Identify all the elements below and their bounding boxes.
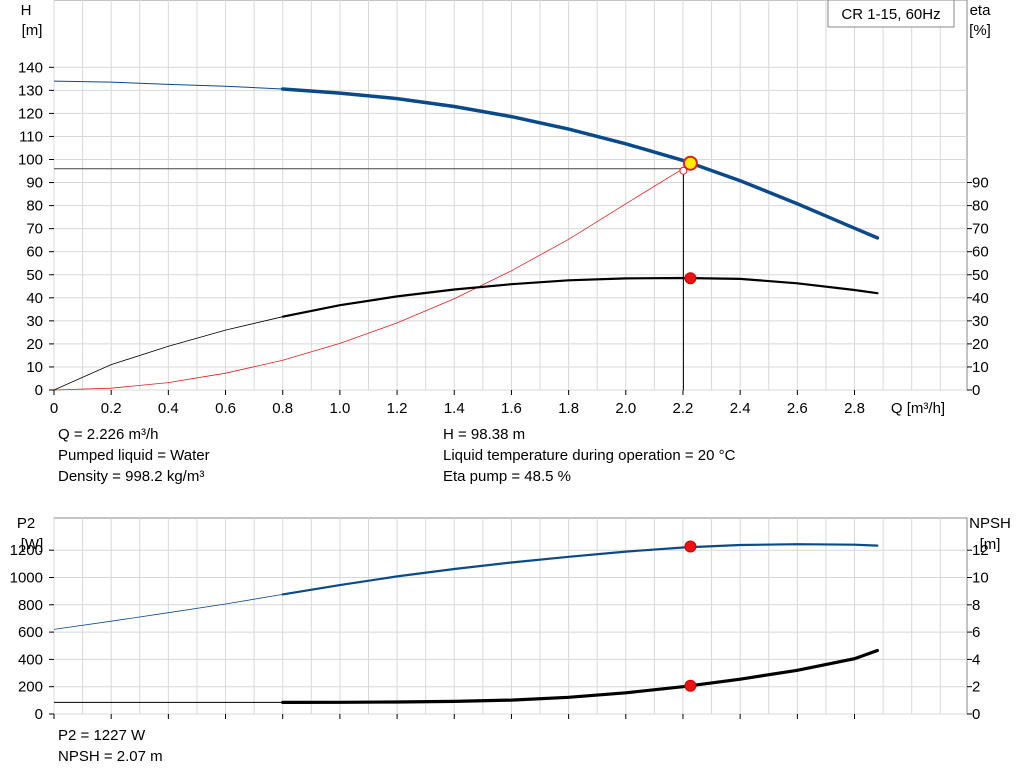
y-right-tick-label: 12 [972,542,989,559]
info-bottom: P2 = 1227 W NPSH = 2.07 m [58,725,163,767]
system-curve-end-marker [679,166,688,175]
y-left-tick-label: 90 [26,175,43,192]
y-left-tick-label: 60 [26,244,43,261]
duty-point-eta-marker [684,272,697,285]
y-right-axis-unit: [%] [969,22,991,39]
x-tick-label: 2.4 [730,400,751,417]
y-left-tick-label: 1200 [10,542,43,559]
y-right-tick-label: 8 [972,597,980,614]
y-left-axis-label: H [21,2,32,19]
y-right-tick-label: 2 [972,679,980,696]
info-top-right: H = 98.38 m Liquid temperature during op… [443,424,735,487]
x-tick-label: 0.2 [101,400,122,417]
duty-point-p2-marker [684,540,697,553]
y-right-axis-label: NPSH [969,515,1011,532]
p2-curve-thin [53,594,283,630]
x-tick-label: 0 [50,400,58,417]
x-tick-label: 0.8 [272,400,293,417]
y-right-axis-label: eta [970,2,992,19]
y-right-tick-label: 80 [972,198,989,215]
duty-point-npsh-marker [684,679,697,692]
info-npsh: NPSH = 2.07 m [58,748,163,765]
x-tick-label: 1.6 [501,400,522,417]
y-right-tick-label: 50 [972,267,989,284]
x-tick-label: 2.2 [673,400,694,417]
info-eta-pump: Eta pump = 48.5 % [443,468,571,485]
y-left-tick-label: 0 [35,382,43,399]
info-density: Density = 998.2 kg/m³ [58,468,205,485]
y-right-tick-label: 90 [972,175,989,192]
y-right-axis-unit: [m] [980,536,1001,553]
x-tick-label: 2.6 [787,400,808,417]
y-left-axis-unit: [W] [21,536,44,553]
x-axis-label: Q [m³/h] [891,400,945,417]
y-right-tick-label: 0 [972,382,980,399]
y-left-tick-label: 20 [26,336,43,353]
npsh-curve-thick [281,648,879,704]
y-right-tick-label: 10 [972,359,989,376]
y-left-tick-label: 110 [19,128,43,145]
y-right-tick-label: 60 [972,244,989,261]
y-left-tick-label: 80 [26,198,43,215]
y-right-tick-label: 0 [972,706,980,723]
info-power-p2: P2 = 1227 W [58,727,146,744]
y-right-tick-label: 10 [972,570,989,587]
title-box [827,0,955,28]
panel-pump-curves [49,0,972,395]
title-box-label: CR 1-15, 60Hz [841,6,940,23]
x-tick-label: 1.8 [558,400,579,417]
head-curve-thick [280,87,880,240]
info-pumped-liquid: Pumped liquid = Water [58,447,210,464]
eta-curve-thick [281,276,879,318]
duty-point-head-marker [682,155,698,171]
head-curve-thin [53,80,283,90]
panel-power-npsh [49,517,972,719]
info-head: H = 98.38 m [443,426,526,443]
y-right-tick-label: 40 [972,290,989,307]
y-right-tick-label: 30 [972,313,989,330]
x-tick-label: 1.2 [387,400,408,417]
plot-frame [53,517,968,715]
y-left-tick-label: 70 [26,221,43,238]
y-left-tick-label: 130 [18,82,43,99]
y-right-tick-label: 6 [972,624,980,641]
plot-frame [53,0,968,391]
y-left-axis-label: P2 [17,515,35,532]
info-top-left: Q = 2.226 m³/h Pumped liquid = Water Den… [58,424,210,487]
p2-curve-thick [281,543,879,596]
x-tick-label: 2.8 [844,400,865,417]
x-tick-label: 0.4 [158,400,179,417]
x-tick-label: 0.6 [215,400,236,417]
y-left-tick-label: 600 [18,624,43,641]
x-tick-label: 1.0 [329,400,350,417]
y-left-tick-label: 10 [26,359,43,376]
y-left-tick-label: 120 [18,105,43,122]
eta-curve-thin [53,316,283,391]
y-right-tick-label: 70 [972,221,989,238]
info-liquid-temperature: Liquid temperature during operation = 20… [443,447,736,464]
y-right-tick-label: 4 [972,651,980,668]
y-left-tick-label: 30 [26,313,43,330]
y-left-tick-label: 0 [35,706,43,723]
x-tick-label: 2.0 [615,400,636,417]
y-left-tick-label: 200 [18,679,43,696]
y-left-axis-unit: [m] [22,22,43,39]
y-left-tick-label: 800 [18,597,43,614]
y-left-tick-label: 1000 [10,570,43,587]
system-curve [53,168,684,391]
y-left-tick-label: 400 [18,651,43,668]
y-right-tick-label: 20 [972,336,989,353]
y-left-tick-label: 50 [26,267,43,284]
y-left-tick-label: 140 [18,59,43,76]
x-tick-label: 1.4 [444,400,465,417]
info-flow: Q = 2.226 m³/h [58,426,159,443]
y-left-tick-label: 100 [18,152,43,169]
y-left-tick-label: 40 [26,290,43,307]
